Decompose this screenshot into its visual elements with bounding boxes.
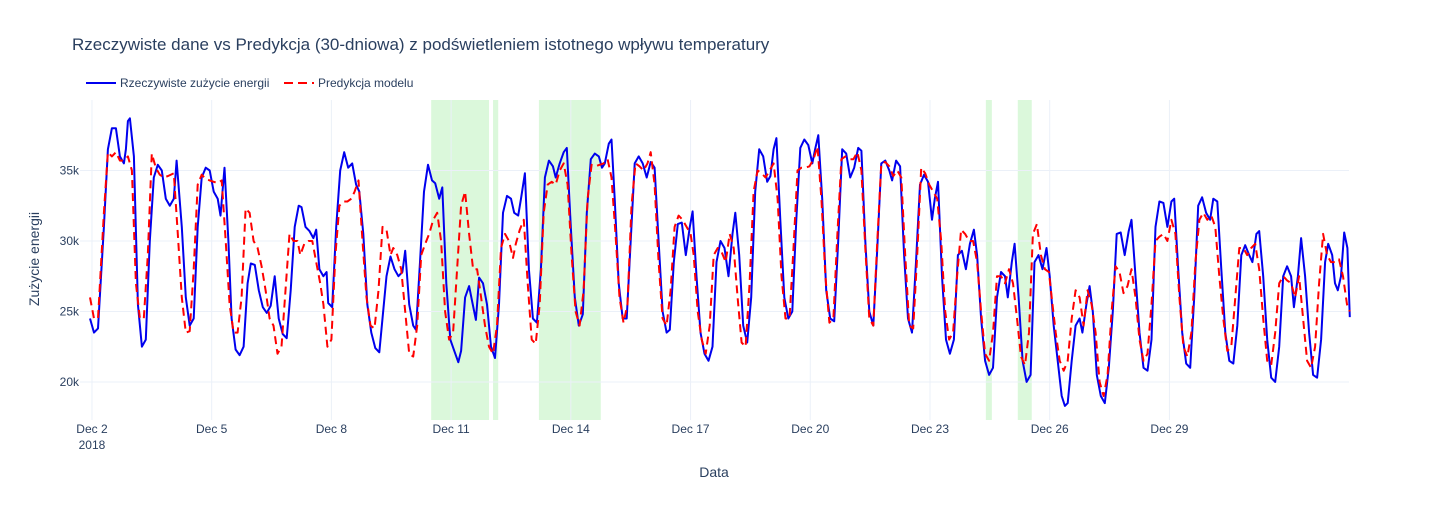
- highlight-region-3: [985, 100, 992, 420]
- x-tick-label-6: Dec 20: [791, 422, 829, 436]
- legend-item-prediction[interactable]: Predykcja modelu: [284, 76, 413, 90]
- x-tick-sublabel-0: 2018: [79, 438, 106, 452]
- legend: Rzeczywiste zużycie energii Predykcja mo…: [86, 76, 413, 90]
- x-tick-label-5: Dec 17: [672, 422, 710, 436]
- chart-title: Rzeczywiste dane vs Predykcja (30-dniowa…: [72, 35, 770, 54]
- y-tick-label-3: 35k: [60, 163, 80, 177]
- x-axis-ticks: Dec 2 2018 Dec 5 Dec 8 Dec 11 Dec 14 Dec 17 Dec…: [76, 422, 1188, 452]
- legend-label-actual: Rzeczywiste zużycie energii: [120, 76, 269, 90]
- y-tick-label-0: 20k: [60, 375, 80, 389]
- y-axis-label: Zużycie energii: [26, 212, 42, 306]
- data-lines: [89, 117, 1351, 407]
- x-axis-label: Data: [699, 464, 729, 480]
- series-line-1: [89, 145, 1351, 397]
- x-tick-label-9: Dec 29: [1150, 422, 1188, 436]
- x-tick-label-0: Dec 2: [76, 422, 108, 436]
- highlight-region-2: [538, 100, 601, 420]
- x-tick-label-4: Dec 14: [552, 422, 590, 436]
- legend-label-prediction: Predykcja modelu: [318, 76, 413, 90]
- x-tick-label-8: Dec 26: [1031, 422, 1069, 436]
- x-tick-label-1: Dec 5: [196, 422, 228, 436]
- x-tick-label-7: Dec 23: [911, 422, 949, 436]
- highlight-region-1: [493, 100, 499, 420]
- highlight-region-0: [431, 100, 490, 420]
- temperature-highlight-regions: [431, 100, 1032, 420]
- y-tick-label-2: 30k: [60, 234, 80, 248]
- y-axis-ticks: 20k 25k 30k 35k: [60, 163, 80, 388]
- legend-item-actual[interactable]: Rzeczywiste zużycie energii: [86, 76, 269, 90]
- y-tick-label-1: 25k: [60, 304, 80, 318]
- x-tick-label-2: Dec 8: [316, 422, 348, 436]
- series-line-0: [89, 117, 1351, 407]
- x-tick-label-3: Dec 11: [433, 422, 470, 436]
- gridlines: [80, 100, 1349, 420]
